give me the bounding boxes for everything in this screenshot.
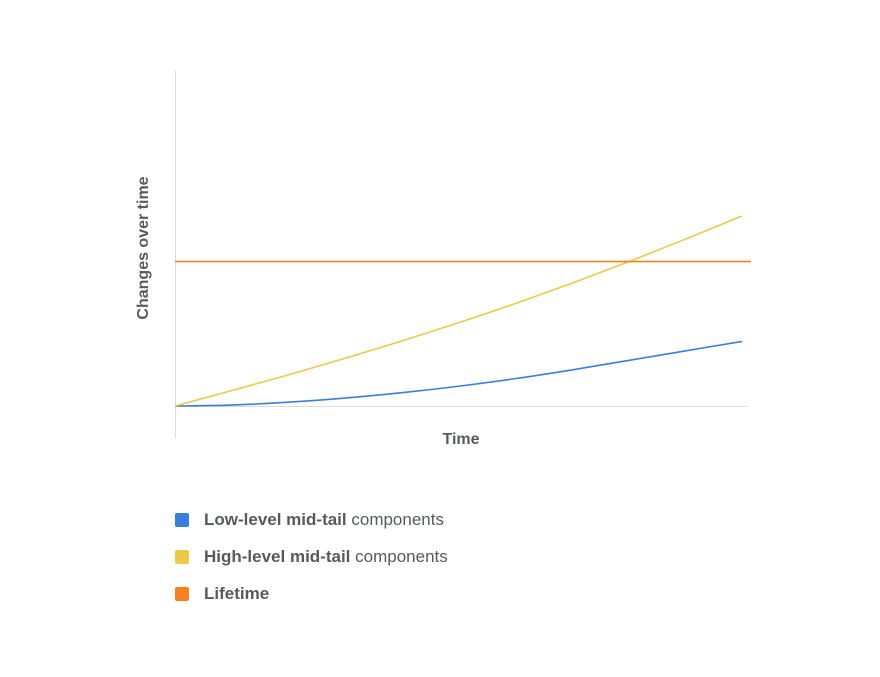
legend-swatch <box>175 550 189 564</box>
series-line-1 <box>174 340 743 407</box>
legend-label: High-level mid-tail components <box>204 547 448 567</box>
legend-label-bold: Lifetime <box>204 584 270 603</box>
legend: Low-level mid-tail components High-level … <box>175 509 448 620</box>
legend-label: Low-level mid-tail components <box>204 510 444 530</box>
y-axis-title: Changes over time <box>135 176 152 319</box>
chart: Time Changes over time <box>135 70 751 448</box>
legend-label-bold: Low-level mid-tail <box>204 510 347 529</box>
legend-swatch <box>175 513 189 527</box>
legend-label: Lifetime <box>204 584 269 604</box>
legend-item: High-level mid-tail components <box>175 546 448 568</box>
x-axis-title: Time <box>442 431 479 448</box>
legend-item: Low-level mid-tail components <box>175 509 448 531</box>
legend-item: Lifetime <box>175 583 448 605</box>
legend-label-rest: components <box>346 510 444 529</box>
legend-label-rest: components <box>350 547 448 566</box>
series-line-2 <box>174 215 743 407</box>
series-layer <box>174 215 751 407</box>
legend-label-bold: High-level mid-tail <box>204 547 351 566</box>
legend-swatch <box>175 587 189 601</box>
